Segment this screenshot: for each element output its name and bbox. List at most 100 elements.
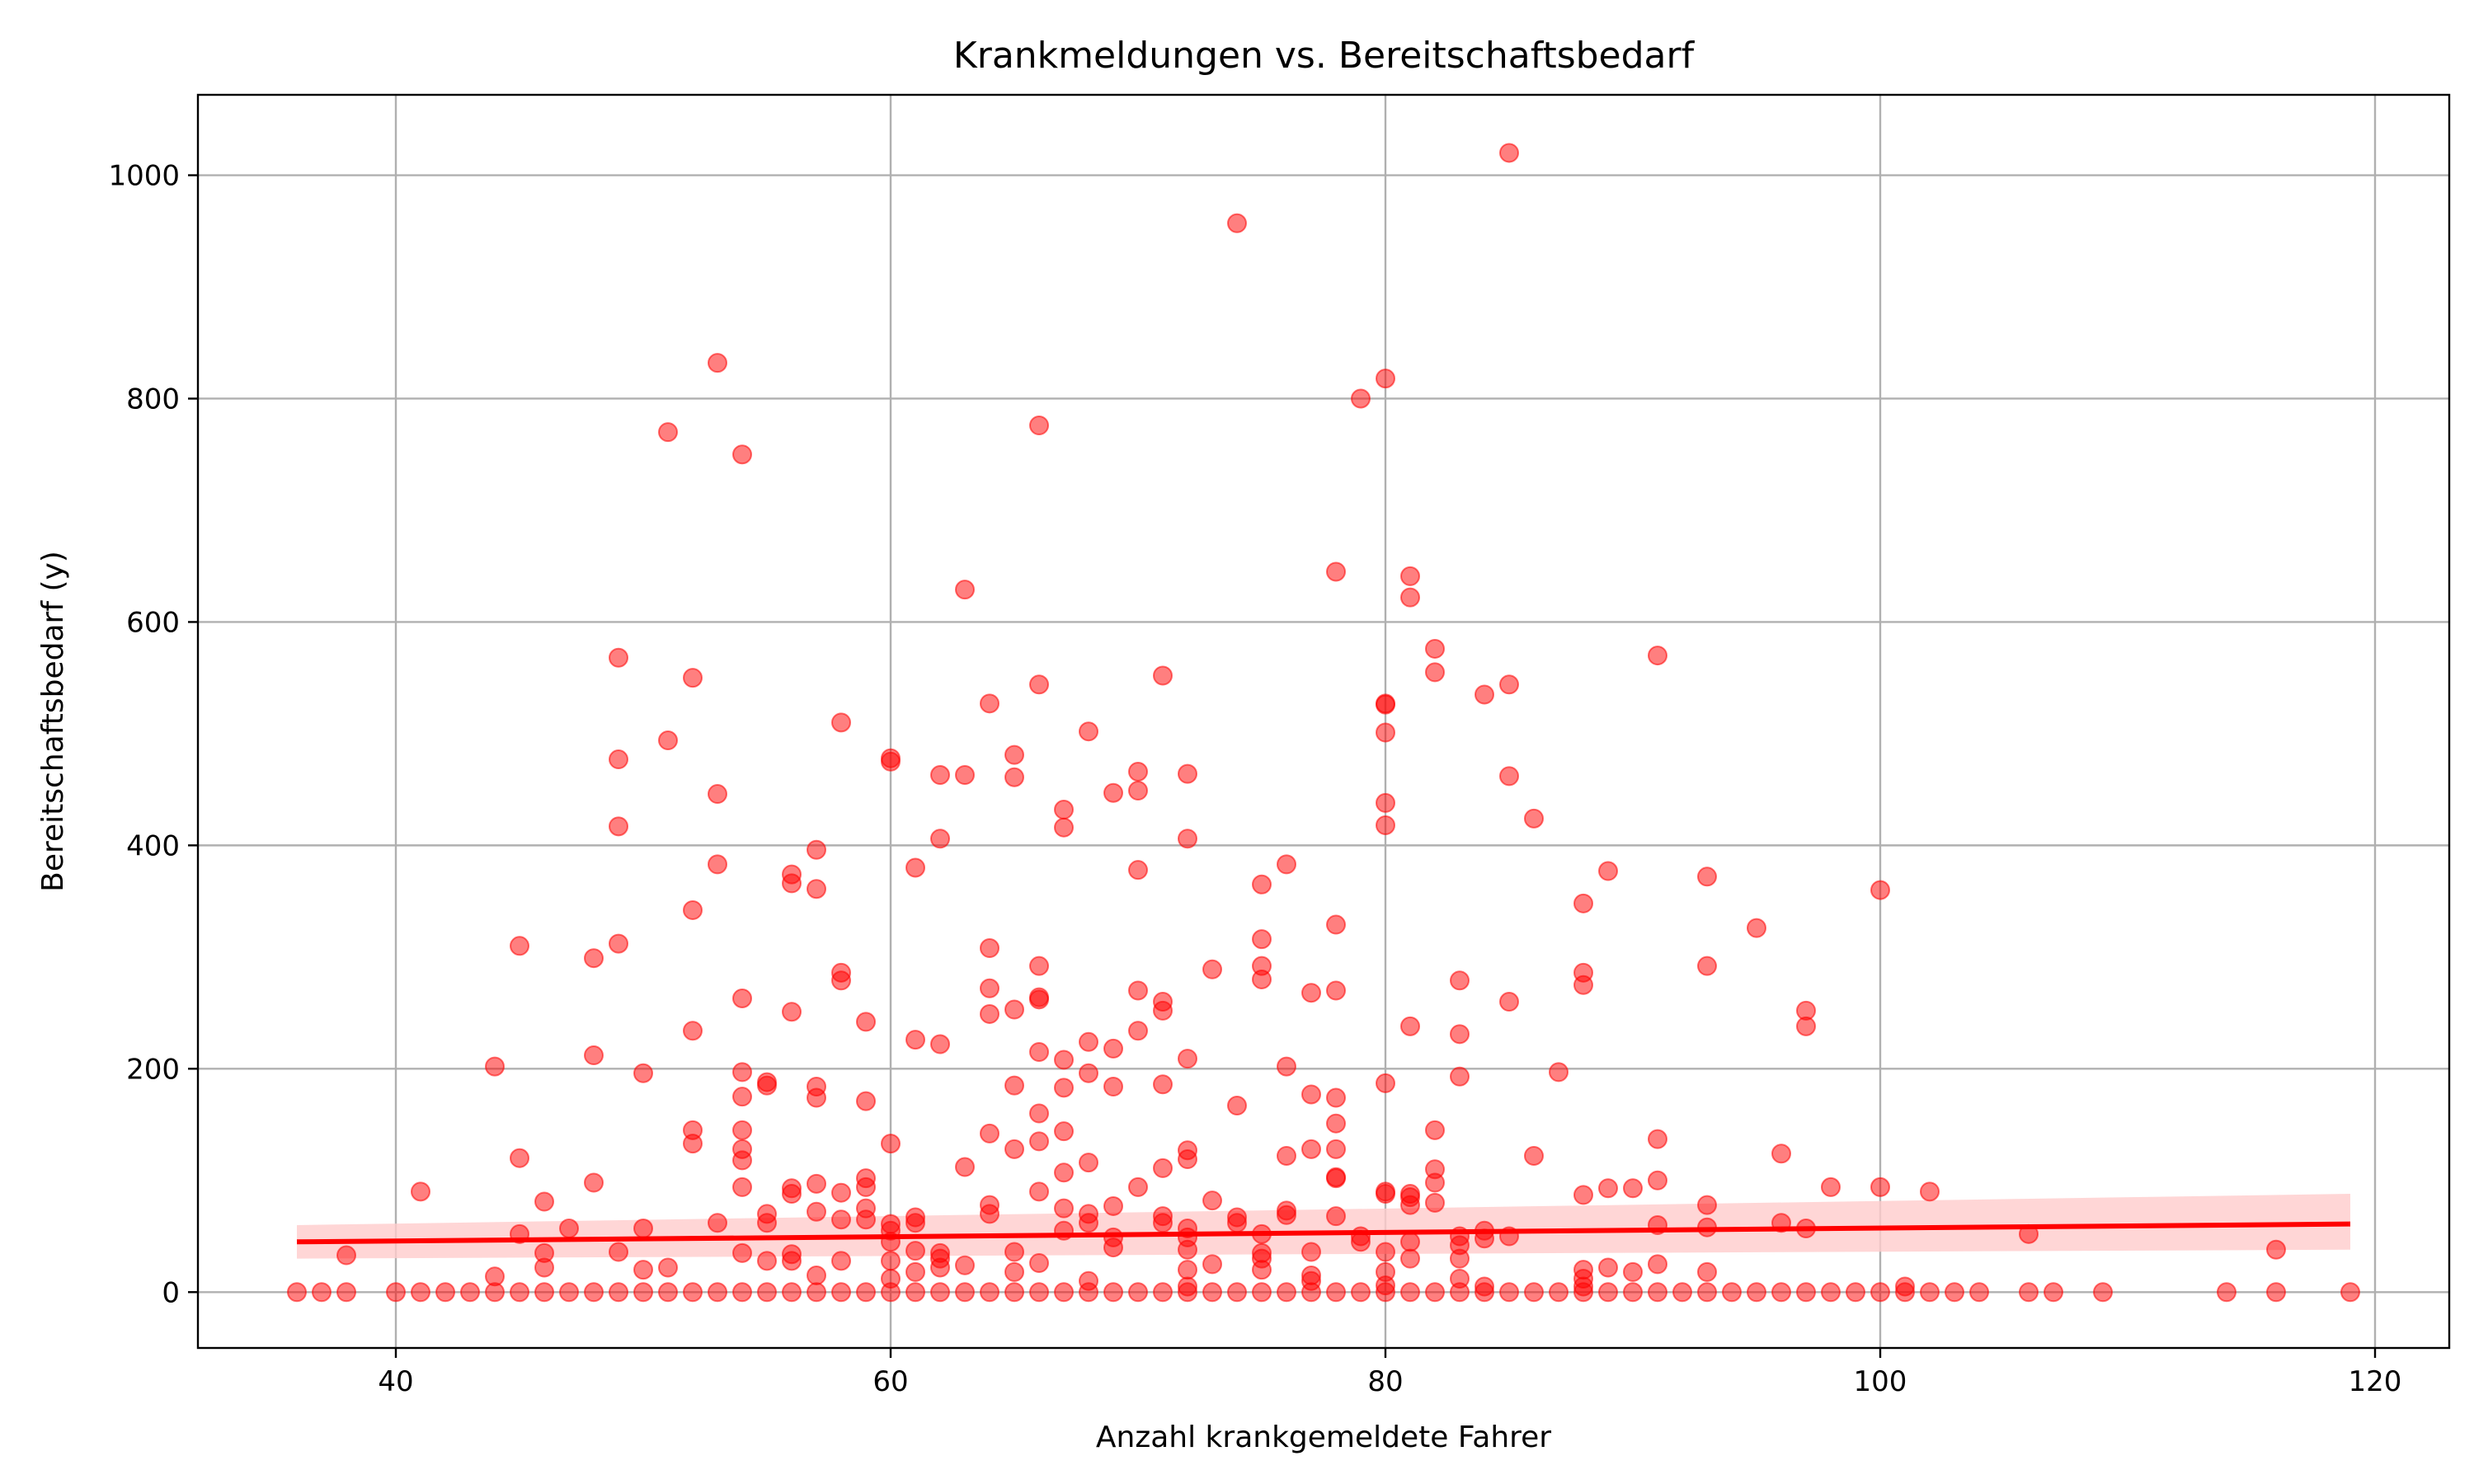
data-point bbox=[1499, 992, 1519, 1012]
data-point bbox=[1252, 874, 1272, 895]
data-point bbox=[633, 1260, 653, 1280]
data-point bbox=[1153, 665, 1173, 686]
data-point bbox=[1895, 1276, 1915, 1297]
data-point bbox=[1771, 1144, 1791, 1164]
data-point bbox=[336, 1282, 356, 1303]
data-point bbox=[1499, 143, 1519, 163]
data-point bbox=[1697, 866, 1717, 887]
data-point bbox=[1079, 1031, 1098, 1052]
data-point bbox=[831, 1251, 851, 1271]
data-point bbox=[980, 1123, 999, 1144]
data-point bbox=[1376, 815, 1395, 835]
data-point bbox=[1153, 992, 1173, 1012]
data-point bbox=[1054, 1162, 1074, 1183]
data-point bbox=[1945, 1282, 1964, 1303]
data-point bbox=[930, 1282, 950, 1303]
data-point bbox=[584, 948, 604, 969]
data-point bbox=[1277, 1145, 1296, 1166]
data-point bbox=[1475, 1276, 1494, 1297]
y-tick-label: 200 bbox=[126, 1053, 180, 1086]
data-point bbox=[1227, 1207, 1247, 1228]
data-point bbox=[1450, 1024, 1470, 1045]
data-point bbox=[1029, 1041, 1049, 1062]
data-point bbox=[1376, 1073, 1395, 1093]
data-point bbox=[1623, 1282, 1643, 1303]
data-point bbox=[1573, 1260, 1593, 1280]
x-tick-label: 40 bbox=[378, 1365, 413, 1398]
data-point bbox=[1376, 792, 1395, 813]
data-point bbox=[683, 1282, 703, 1303]
data-point bbox=[1376, 693, 1395, 714]
data-point bbox=[1524, 1145, 1544, 1166]
points-layer bbox=[287, 143, 2360, 1303]
confidence-band bbox=[297, 1194, 2350, 1259]
data-point bbox=[1648, 1129, 1667, 1149]
data-point bbox=[1202, 1282, 1222, 1303]
data-point bbox=[1079, 721, 1098, 742]
data-point bbox=[609, 1242, 628, 1262]
x-tick-label: 100 bbox=[1854, 1365, 1907, 1398]
data-point bbox=[782, 1002, 802, 1022]
data-point bbox=[831, 1282, 851, 1303]
data-point bbox=[807, 1265, 826, 1285]
data-point bbox=[807, 1282, 826, 1303]
data-point bbox=[1499, 1282, 1519, 1303]
data-point bbox=[980, 978, 999, 998]
data-point bbox=[1524, 808, 1544, 829]
data-point bbox=[1054, 1121, 1074, 1142]
data-point bbox=[1376, 1181, 1395, 1202]
data-point bbox=[658, 1282, 678, 1303]
data-point bbox=[732, 1087, 752, 1107]
data-point bbox=[757, 1251, 777, 1271]
data-point bbox=[1054, 1050, 1074, 1070]
data-point bbox=[1178, 829, 1197, 849]
data-point bbox=[1079, 1204, 1098, 1224]
data-point bbox=[1301, 983, 1321, 1003]
data-point bbox=[1969, 1282, 1989, 1303]
data-point bbox=[757, 1282, 777, 1303]
data-point bbox=[1376, 1242, 1395, 1262]
data-point bbox=[2266, 1239, 2286, 1260]
data-point bbox=[1004, 1242, 1024, 1262]
y-axis-label: Bereitschaftsbedarf (y) bbox=[36, 551, 70, 892]
data-point bbox=[1400, 1282, 1420, 1303]
data-point bbox=[1054, 1282, 1074, 1303]
data-point bbox=[807, 1076, 826, 1097]
data-point bbox=[782, 1178, 802, 1199]
data-point bbox=[1301, 1084, 1321, 1105]
data-point bbox=[1697, 1195, 1717, 1215]
data-point bbox=[1573, 893, 1593, 913]
data-point bbox=[1796, 1000, 1816, 1021]
chart-title: Krankmeldungen vs. Bereitschaftsbedarf bbox=[953, 35, 1696, 77]
data-point bbox=[782, 864, 802, 885]
data-point bbox=[905, 1241, 925, 1261]
y-tick-label: 400 bbox=[126, 829, 180, 862]
data-point bbox=[1648, 1254, 1667, 1275]
data-point bbox=[1326, 914, 1346, 935]
data-point bbox=[1079, 1063, 1098, 1083]
data-point bbox=[1029, 1282, 1049, 1303]
data-point bbox=[1747, 918, 1766, 938]
data-point bbox=[1252, 1282, 1272, 1303]
data-point bbox=[980, 1003, 999, 1024]
data-point bbox=[1400, 1184, 1420, 1205]
data-point bbox=[1128, 1176, 1148, 1197]
data-point bbox=[1573, 962, 1593, 983]
data-point bbox=[905, 1207, 925, 1228]
data-point bbox=[856, 1091, 876, 1111]
data-point bbox=[1400, 1016, 1420, 1036]
data-point bbox=[881, 1134, 901, 1154]
data-point bbox=[633, 1282, 653, 1303]
data-point bbox=[2266, 1282, 2286, 1303]
data-point bbox=[1870, 1282, 1890, 1303]
data-point bbox=[1103, 1195, 1123, 1216]
data-point bbox=[411, 1282, 430, 1303]
data-point bbox=[336, 1245, 356, 1266]
data-point bbox=[1277, 854, 1296, 875]
data-point bbox=[1301, 1242, 1321, 1262]
y-axis-ticks: 0 200 400 600 800 1000 bbox=[108, 160, 198, 1309]
data-point bbox=[1920, 1282, 1940, 1303]
data-point bbox=[980, 1282, 999, 1303]
data-point bbox=[1128, 980, 1148, 1001]
plot-frame bbox=[196, 93, 2451, 1350]
